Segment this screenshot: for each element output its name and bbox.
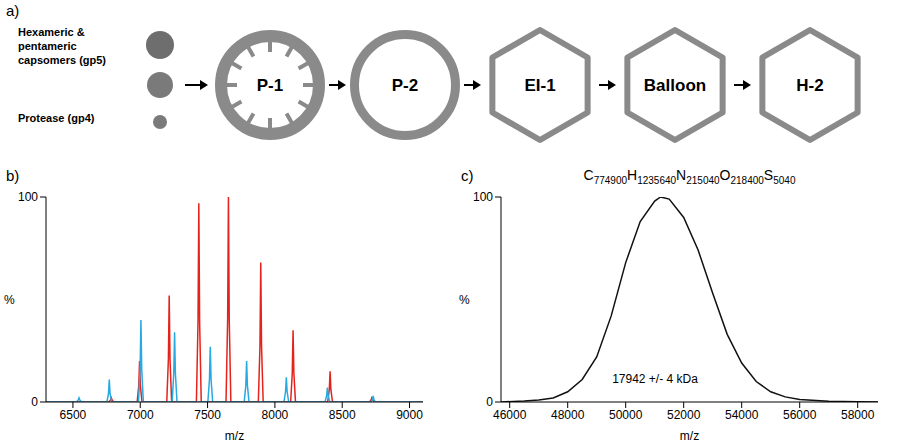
svg-text:capsomers (gp5): capsomers (gp5) <box>18 54 106 66</box>
svg-text:P-2: P-2 <box>392 76 418 95</box>
svg-text:100: 100 <box>473 190 493 204</box>
svg-text:46000: 46000 <box>493 408 527 422</box>
svg-text:EI-1: EI-1 <box>524 76 555 95</box>
svg-text:m/z: m/z <box>225 429 244 442</box>
svg-text:Balloon: Balloon <box>644 76 706 95</box>
svg-text:58000: 58000 <box>841 408 875 422</box>
html-text:c): c) <box>461 167 474 184</box>
svg-text:Hexameric &: Hexameric & <box>18 26 85 38</box>
svg-text:9000: 9000 <box>396 408 423 422</box>
svg-text:Protease (gp4): Protease (gp4) <box>18 112 95 124</box>
svg-text:m/z: m/z <box>680 429 699 442</box>
svg-text:6500: 6500 <box>60 408 87 422</box>
html-text:b): b) <box>6 167 20 184</box>
svg-text:48000: 48000 <box>551 408 585 422</box>
svg-text:8000: 8000 <box>262 408 289 422</box>
svg-text:7500: 7500 <box>194 408 221 422</box>
svg-text:7000: 7000 <box>127 408 154 422</box>
svg-text:pentameric: pentameric <box>18 40 77 52</box>
html-text:C774900H1235640N215040O218400S: C774900H1235640N215040O218400S5040 <box>583 167 796 186</box>
svg-text:P-1: P-1 <box>257 76 283 95</box>
svg-text:H-2: H-2 <box>796 76 823 95</box>
svg-text:%: % <box>4 293 15 307</box>
svg-text:0: 0 <box>31 395 38 409</box>
svg-text:54000: 54000 <box>725 408 759 422</box>
html-text:17942 +/- 4 kDa: 17942 +/- 4 kDa <box>612 372 698 386</box>
svg-text:0: 0 <box>486 395 493 409</box>
svg-text:100: 100 <box>18 190 38 204</box>
svg-text:52000: 52000 <box>667 408 701 422</box>
svg-text:50000: 50000 <box>609 408 643 422</box>
svg-text:%: % <box>459 293 470 307</box>
svg-text:a): a) <box>6 2 19 19</box>
svg-text:56000: 56000 <box>783 408 817 422</box>
svg-text:8500: 8500 <box>329 408 356 422</box>
